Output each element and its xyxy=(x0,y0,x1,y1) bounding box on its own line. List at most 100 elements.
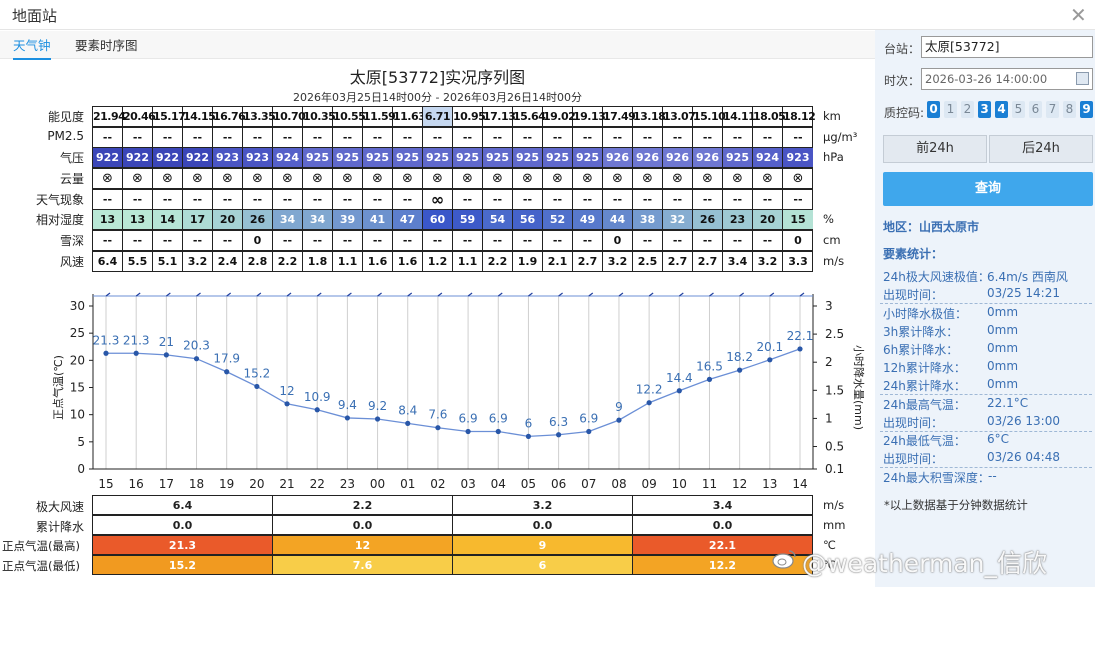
wind-barb xyxy=(316,292,322,297)
wind-barb xyxy=(286,292,292,297)
table-cell: ⊗ xyxy=(93,169,123,188)
table-cell: -- xyxy=(213,128,243,147)
calendar-icon[interactable] xyxy=(1076,72,1089,85)
table-cell: -- xyxy=(693,190,723,209)
qc-code-9[interactable]: 9 xyxy=(1080,101,1093,118)
qc-code-1[interactable]: 1 xyxy=(944,101,957,118)
summary-cell: 15.2 xyxy=(92,555,273,575)
table-cell: 3.3 xyxy=(788,255,808,268)
summary-label: 正点气温(最低) xyxy=(2,559,80,573)
temperature-point xyxy=(193,356,200,362)
qc-code-8[interactable]: 8 xyxy=(1063,101,1076,118)
y-tick-label: 20 xyxy=(70,353,85,367)
table-cell: 925 xyxy=(513,148,543,167)
table-cell: 19.13 xyxy=(573,107,606,126)
summary-unit: ℃ xyxy=(823,558,836,572)
wind-barb xyxy=(226,292,232,297)
qc-code-4[interactable]: 4 xyxy=(995,101,1008,118)
table-cell: -- xyxy=(273,128,303,147)
table-cell: -- xyxy=(793,131,803,144)
temperature-label: 6.3 xyxy=(549,415,568,429)
y2-tick-label: 1 xyxy=(825,411,833,425)
temperature-point xyxy=(706,376,713,382)
qc-code-6[interactable]: 6 xyxy=(1029,101,1042,118)
prev-24h-button[interactable]: 前24h xyxy=(883,135,987,163)
query-button[interactable]: 查询 xyxy=(883,172,1093,206)
table-cell: 1.1 xyxy=(333,252,363,271)
watermark-text: @weatherman_信欣 xyxy=(802,549,1048,578)
table-cell: 925 xyxy=(363,148,393,167)
temperature-line xyxy=(106,348,801,438)
temperature-label: 9.2 xyxy=(368,399,387,413)
table-cell: -- xyxy=(453,190,483,209)
summary-label: 极大风速 xyxy=(35,500,84,514)
temperature-point xyxy=(676,388,682,394)
qc-code-7[interactable]: 7 xyxy=(1046,101,1059,118)
table-cell: -- xyxy=(633,231,663,250)
summary-cell: 22.1 xyxy=(632,535,813,555)
temperature-point xyxy=(254,383,260,390)
table-cell: ⊗ xyxy=(483,169,513,188)
table-cell: 3.2 xyxy=(603,252,633,271)
qc-code-5[interactable]: 5 xyxy=(1012,101,1025,118)
table-cell: -- xyxy=(663,231,693,250)
station-label: 台站： xyxy=(884,42,921,56)
row-unit: km xyxy=(823,109,841,123)
summary-row: 6.4 2.2 3.2 3.4 xyxy=(92,495,813,515)
close-icon[interactable]: ✕ xyxy=(1070,3,1087,27)
table-cell: 926 xyxy=(633,148,663,167)
y2-tick-label: 2 xyxy=(825,355,833,369)
summary-cell: 9 xyxy=(452,535,633,555)
temperature-point xyxy=(374,416,381,422)
table-cell: 20 xyxy=(753,210,783,229)
table-cell: 14.15 xyxy=(183,107,216,126)
wind-barb xyxy=(407,292,413,297)
table-cell: 6.71 xyxy=(423,107,453,126)
table-cell: 18.05 xyxy=(753,107,786,126)
table-cell: 34 xyxy=(273,210,303,229)
qc-code-2[interactable]: 2 xyxy=(961,101,974,118)
time-field[interactable]: 2026-03-26 14:00:00 xyxy=(921,68,1093,90)
wind-barb xyxy=(678,292,684,297)
y-tick-label: 10 xyxy=(70,408,85,422)
table-cell: ⊗ xyxy=(573,169,603,188)
row-label: 气压 xyxy=(59,151,84,165)
temperature-point xyxy=(797,346,803,352)
temperature-label: 6.9 xyxy=(489,412,508,426)
table-cell: 2.4 xyxy=(213,252,243,271)
temperature-label: 6.9 xyxy=(459,412,478,426)
table-cell: 39 xyxy=(333,210,363,229)
qc-code-3[interactable]: 3 xyxy=(978,101,991,118)
next-24h-button[interactable]: 后24h xyxy=(989,135,1093,163)
table-cell: 49 xyxy=(573,210,603,229)
table-cell: -- xyxy=(663,190,693,209)
temperature-label: 21.3 xyxy=(123,333,150,347)
station-field[interactable]: 太原[53772] xyxy=(921,36,1093,58)
table-cell: 52 xyxy=(543,210,573,229)
stats-divider xyxy=(880,467,1092,468)
table-cell: -- xyxy=(183,231,213,250)
table-cell: 3.2 xyxy=(183,252,213,271)
y-tick-label: 15 xyxy=(70,381,85,395)
table-cell: 2.8 xyxy=(243,252,273,271)
temperature-label: 21 xyxy=(159,335,174,349)
tab-element-timeseries[interactable]: 要素时序图 xyxy=(75,38,138,53)
ground-station-dialog: 地面站 ✕ 天气钟 要素时序图 太原[53772]实况序列图 2026年03月2… xyxy=(0,3,1095,587)
summary-cell: 6 xyxy=(452,555,633,575)
table-cell: 13 xyxy=(123,210,153,229)
summary-cell: 7.6 xyxy=(272,555,453,575)
table-cell: -- xyxy=(153,128,183,147)
wind-barb xyxy=(648,292,654,297)
stat-value: 6.4m/s 西南风 xyxy=(987,270,1068,284)
table-cell: -- xyxy=(573,190,603,209)
stats-note: *以上数据基于分钟数据统计 xyxy=(884,498,1028,512)
summary-label: 正点气温(最高) xyxy=(2,539,80,553)
wind-barb xyxy=(135,292,141,297)
qc-code-0[interactable]: 0 xyxy=(927,101,940,118)
dialog-title: 地面站 xyxy=(12,7,58,25)
temperature-point xyxy=(163,352,169,358)
time-value: 2026-03-26 14:00:00 xyxy=(925,72,1048,86)
x-tick-label: 02 xyxy=(430,477,445,491)
tab-weather-clock[interactable]: 天气钟 xyxy=(13,35,51,60)
stat-label: 出现时间： xyxy=(883,416,944,430)
